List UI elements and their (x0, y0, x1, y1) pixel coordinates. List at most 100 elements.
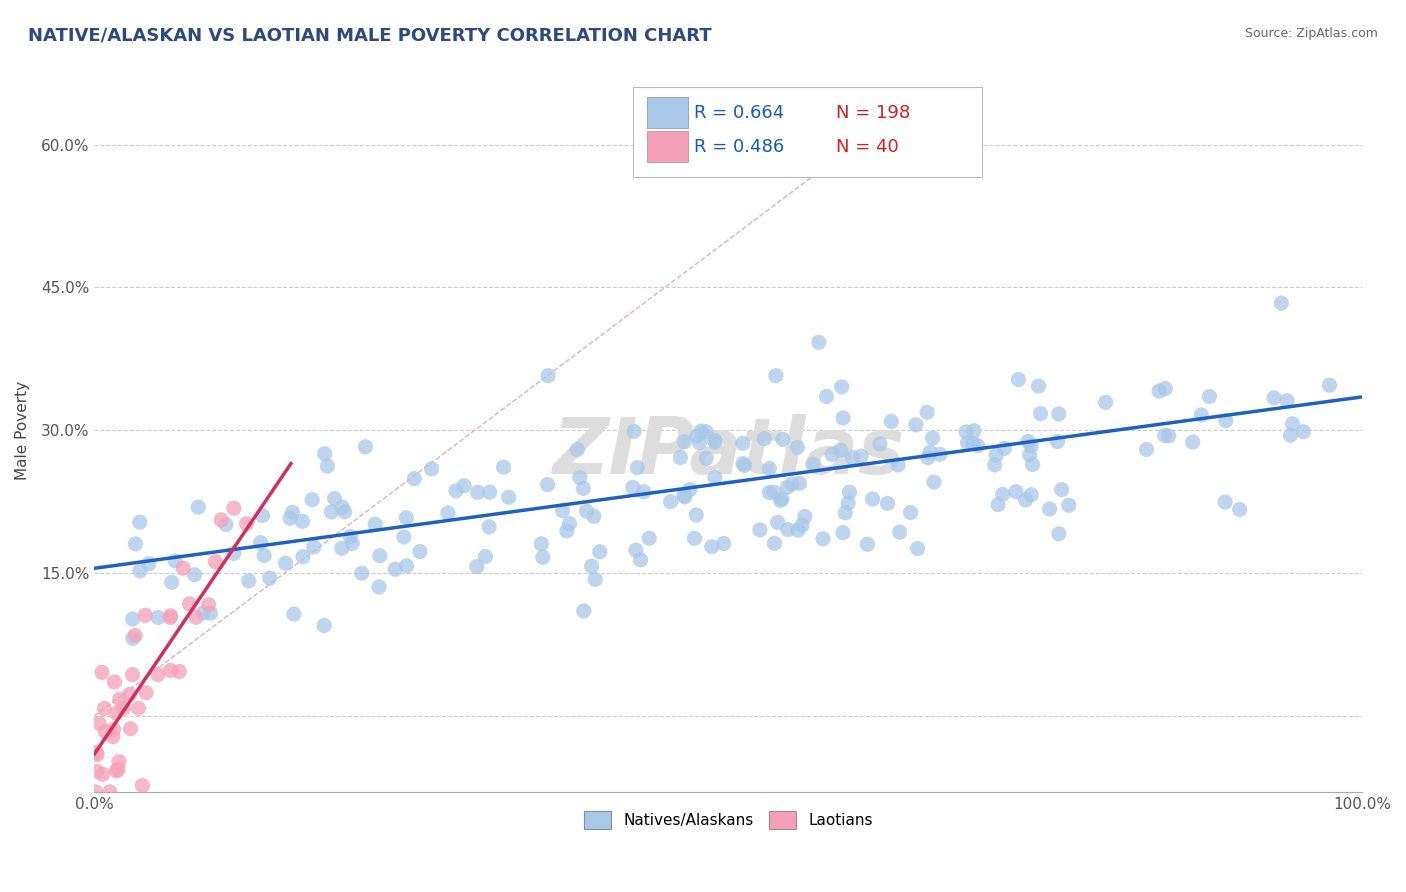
Point (530, 537, 553, 551)
Point (551, 503, 574, 517)
Point (283, 607, 305, 621)
Point (1292, 425, 1315, 439)
Point (1153, 428, 1175, 442)
Point (963, 424, 986, 438)
Point (87, 716, 110, 731)
Point (837, 496, 859, 510)
Point (1046, 434, 1069, 449)
Point (1281, 417, 1303, 431)
Point (249, 535, 271, 549)
Point (1028, 379, 1050, 393)
Point (880, 414, 903, 428)
Point (129, 564, 152, 578)
Point (138, 557, 160, 571)
Point (238, 574, 260, 588)
Point (659, 494, 682, 508)
Point (84, 785, 107, 799)
Point (900, 506, 922, 520)
Point (688, 435, 710, 450)
Point (184, 610, 207, 624)
Point (1039, 502, 1062, 516)
Point (368, 580, 391, 594)
Point (869, 437, 891, 451)
Point (160, 575, 183, 590)
Point (766, 516, 789, 530)
Point (330, 541, 353, 556)
Point (583, 573, 606, 587)
Point (165, 554, 187, 568)
Point (683, 532, 706, 546)
Point (1319, 378, 1341, 392)
Point (673, 490, 696, 504)
Point (107, 763, 129, 777)
Point (467, 485, 489, 500)
Point (384, 562, 406, 576)
Point (776, 523, 799, 537)
Point (1198, 390, 1220, 404)
Point (754, 432, 776, 446)
Point (183, 567, 205, 582)
Point (98, 785, 121, 799)
Point (763, 536, 786, 550)
Point (575, 504, 598, 518)
Point (841, 450, 863, 465)
Text: NATIVE/ALASKAN VS LAOTIAN MALE POVERTY CORRELATION CHART: NATIVE/ALASKAN VS LAOTIAN MALE POVERTY C… (28, 27, 711, 45)
Point (278, 511, 301, 525)
Point (209, 513, 232, 527)
Point (780, 477, 803, 491)
Point (1229, 502, 1251, 516)
Point (159, 608, 181, 623)
Point (555, 524, 578, 538)
Point (112, 701, 135, 715)
Point (215, 517, 238, 532)
FancyBboxPatch shape (647, 131, 688, 161)
Point (811, 532, 834, 546)
Point (887, 458, 910, 472)
Point (128, 515, 150, 529)
Point (962, 436, 984, 450)
Point (105, 764, 128, 778)
Point (342, 536, 364, 550)
Point (572, 482, 595, 496)
Point (713, 536, 735, 550)
Point (124, 628, 146, 642)
Point (409, 544, 432, 558)
Point (1047, 407, 1070, 421)
Point (437, 506, 460, 520)
Y-axis label: Male Poverty: Male Poverty (15, 381, 30, 480)
Point (453, 478, 475, 492)
Point (146, 610, 169, 624)
Point (633, 484, 655, 499)
Point (733, 458, 755, 473)
Legend: Natives/Alaskans, Laotians: Natives/Alaskans, Laotians (578, 805, 879, 835)
Point (748, 523, 770, 537)
Point (787, 523, 810, 537)
Point (1270, 296, 1292, 310)
Point (621, 480, 644, 494)
Point (330, 500, 353, 515)
Text: R = 0.664: R = 0.664 (695, 103, 785, 121)
Point (956, 436, 979, 450)
Text: N = 40: N = 40 (837, 137, 898, 155)
Point (103, 675, 125, 690)
Point (1094, 395, 1116, 409)
Point (1275, 393, 1298, 408)
Point (831, 380, 853, 394)
Point (1019, 488, 1042, 502)
Point (478, 520, 501, 534)
Point (686, 429, 709, 443)
Point (669, 450, 692, 465)
Point (834, 506, 856, 520)
Point (302, 540, 325, 554)
Point (765, 368, 787, 383)
FancyBboxPatch shape (647, 97, 688, 128)
Point (350, 566, 373, 581)
Point (1279, 428, 1302, 442)
Point (86, 745, 108, 759)
Point (929, 447, 952, 461)
Point (135, 686, 157, 700)
Point (191, 606, 214, 620)
Point (91, 767, 114, 781)
Point (159, 664, 181, 678)
Point (832, 411, 855, 425)
